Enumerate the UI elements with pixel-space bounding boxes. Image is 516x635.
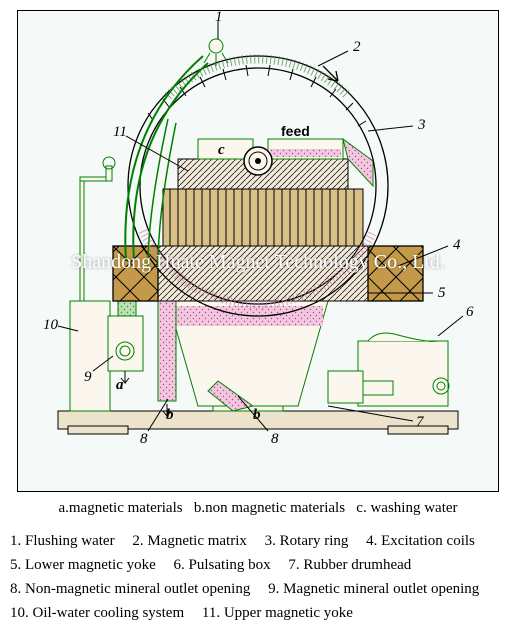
diagram-svg: feed c	[18, 11, 498, 491]
callout-8a: 8	[140, 431, 148, 447]
leg-4: 4. Excitation coils	[366, 529, 475, 553]
leg-9: 9. Magnetic mineral outlet opening	[268, 577, 479, 601]
numbered-legend: 1. Flushing water 2. Magnetic matrix 3. …	[0, 529, 516, 635]
letter-a: a	[116, 377, 124, 393]
leg-6: 6. Pulsating box	[174, 553, 271, 577]
leg-7: 7. Rubber drumhead	[288, 553, 411, 577]
callout-10: 10	[43, 317, 59, 333]
materials-legend: a.magnetic materials b.non magnetic mate…	[0, 500, 516, 517]
callout-9: 9	[84, 369, 92, 385]
leg-5: 5. Lower magnetic yoke	[10, 553, 156, 577]
callout-3: 3	[417, 117, 426, 133]
callout-4: 4	[453, 237, 461, 253]
callout-2: 2	[353, 39, 361, 55]
diagram-container: feed c	[17, 10, 499, 492]
leg-1: 1. Flushing water	[10, 529, 115, 553]
callout-5: 5	[438, 285, 446, 301]
mat-c: c. washing water	[356, 500, 457, 516]
leg-8: 8. Non-magnetic mineral outlet opening	[10, 577, 250, 601]
leg-11: 11. Upper magnetic yoke	[202, 601, 353, 625]
leg-3: 3. Rotary ring	[265, 529, 349, 553]
callout-1: 1	[215, 11, 223, 25]
callout-8b: 8	[271, 431, 279, 447]
leg-10: 10. Oil-water cooling system	[10, 601, 184, 625]
mat-b: b.non magnetic materials	[194, 500, 345, 516]
feed-label: feed	[281, 123, 310, 139]
letter-b2: b	[253, 407, 261, 423]
callout-6: 6	[466, 304, 474, 320]
callout-11: 11	[113, 124, 127, 140]
mat-a: a.magnetic materials	[58, 500, 182, 516]
leg-2: 2. Magnetic matrix	[132, 529, 247, 553]
letter-c: c	[218, 142, 225, 158]
